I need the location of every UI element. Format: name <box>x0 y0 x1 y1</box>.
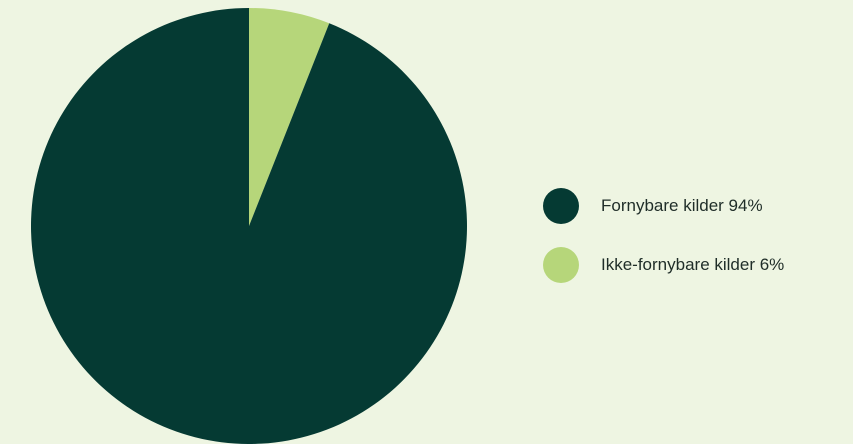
legend-swatch-ikke-fornybare <box>543 247 579 283</box>
chart-legend: Fornybare kilder 94% Ikke-fornybare kild… <box>543 188 784 306</box>
pie-chart-plot <box>31 8 468 444</box>
legend-swatch-fornybare <box>543 188 579 224</box>
legend-label-fornybare: Fornybare kilder 94% <box>601 196 763 215</box>
pie-slice-fornybare <box>31 8 468 444</box>
pie-slice-ikke-fornybare <box>249 8 330 226</box>
legend-label-ikke-fornybare: Ikke-fornybare kilder 6% <box>601 255 785 274</box>
legend-item-ikke-fornybare: Ikke-fornybare kilder 6% <box>543 247 784 283</box>
legend-item-fornybare: Fornybare kilder 94% <box>543 188 784 224</box>
